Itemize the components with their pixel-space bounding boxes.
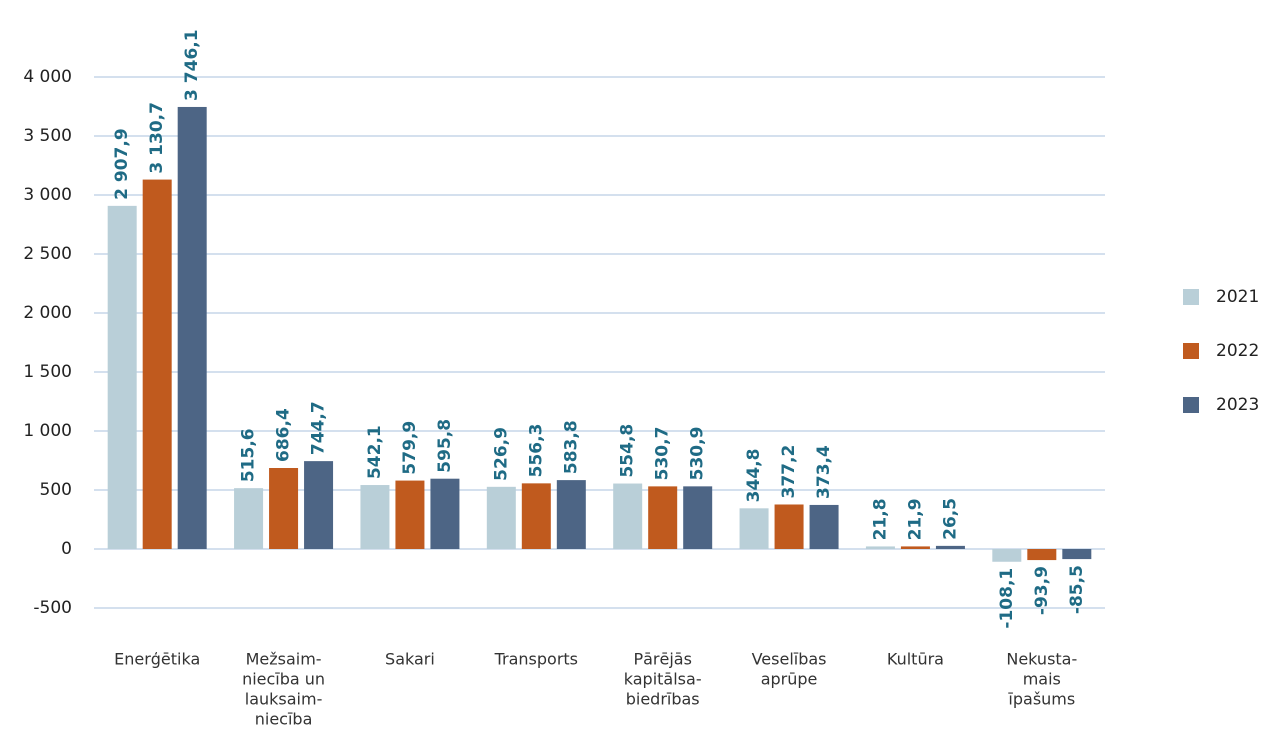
bar	[177, 106, 207, 549]
value-label: 579,9	[400, 421, 420, 475]
x-tick-label: lauksaim-	[245, 690, 323, 709]
x-tick-label: Sakari	[385, 650, 435, 669]
bar	[1062, 549, 1092, 560]
bar	[865, 546, 895, 549]
value-label: 377,2	[779, 445, 799, 499]
y-tick-label: 1 000	[23, 421, 72, 441]
bar	[683, 486, 713, 549]
value-label: 515,6	[239, 428, 259, 482]
bar	[992, 549, 1022, 562]
x-tick-label: Mežsaim-	[246, 650, 322, 669]
value-label: 595,8	[435, 419, 455, 473]
y-tick-label: 3 500	[23, 126, 72, 146]
x-tick-label: niecība un	[242, 670, 325, 689]
y-tick-label: 2 500	[23, 244, 72, 264]
x-tick-label: Enerģētika	[114, 650, 200, 669]
legend-swatch	[1183, 289, 1199, 305]
x-tick-label: Veselības	[752, 650, 827, 669]
value-label: -85,5	[1067, 565, 1087, 614]
bar	[809, 504, 839, 549]
bar	[613, 483, 643, 549]
x-tick-label: īpašums	[1007, 690, 1075, 709]
bar	[360, 485, 390, 549]
value-label: 744,7	[309, 401, 329, 455]
bar	[774, 504, 804, 549]
bar	[486, 486, 516, 549]
x-tick-label: biedrības	[626, 690, 700, 709]
value-label: 21,8	[870, 498, 890, 540]
value-label: 373,4	[814, 445, 834, 499]
legend-label: 2023	[1216, 395, 1259, 415]
value-label: 26,5	[940, 498, 960, 540]
x-tick-label: aprūpe	[761, 670, 818, 689]
y-tick-label: 0	[61, 539, 72, 559]
y-tick-label: 1 500	[23, 362, 72, 382]
value-label: 556,3	[526, 424, 546, 478]
value-label: -108,1	[997, 568, 1017, 629]
bar	[395, 480, 425, 549]
value-label: 21,9	[905, 498, 925, 540]
x-tick-label: niecība	[255, 710, 313, 729]
y-tick-label: 500	[40, 480, 72, 500]
value-label: 686,4	[274, 408, 294, 462]
bar	[234, 488, 264, 549]
x-tick-label: Pārējās	[633, 650, 691, 669]
bar	[430, 478, 460, 549]
bar	[1027, 549, 1057, 561]
bar	[739, 508, 769, 549]
y-tick-label: 2 000	[23, 303, 72, 323]
bar	[935, 545, 965, 549]
bar	[107, 205, 137, 549]
legend-label: 2022	[1216, 341, 1259, 361]
bar	[900, 546, 930, 549]
value-label: 526,9	[491, 427, 511, 481]
bar	[648, 486, 678, 549]
value-label: 530,9	[688, 427, 708, 481]
value-label: 530,7	[653, 427, 673, 481]
value-label: -93,9	[1032, 566, 1052, 615]
value-label: 583,8	[561, 420, 581, 474]
value-label: 2 907,9	[112, 128, 132, 200]
value-label: 542,1	[365, 425, 385, 479]
x-tick-label: mais	[1023, 670, 1061, 689]
value-label: 344,8	[744, 449, 764, 503]
bar	[304, 461, 334, 549]
x-tick-label: Nekusta-	[1006, 650, 1077, 669]
y-tick-label: -500	[33, 598, 72, 618]
value-label: 554,8	[618, 424, 638, 478]
value-label: 3 746,1	[182, 29, 202, 101]
x-tick-label: Transports	[494, 650, 578, 669]
value-label: 3 130,7	[147, 102, 167, 174]
bar	[556, 480, 586, 549]
bar	[142, 179, 172, 549]
x-tick-label: Kultūra	[887, 650, 944, 669]
legend-swatch	[1183, 397, 1199, 413]
y-tick-label: 3 000	[23, 185, 72, 205]
bar	[269, 468, 299, 549]
legend-label: 2021	[1216, 287, 1259, 307]
legend-swatch	[1183, 343, 1199, 359]
y-tick-label: 4 000	[23, 67, 72, 87]
x-tick-label: kapitālsa-	[624, 670, 702, 689]
bar	[521, 483, 551, 549]
